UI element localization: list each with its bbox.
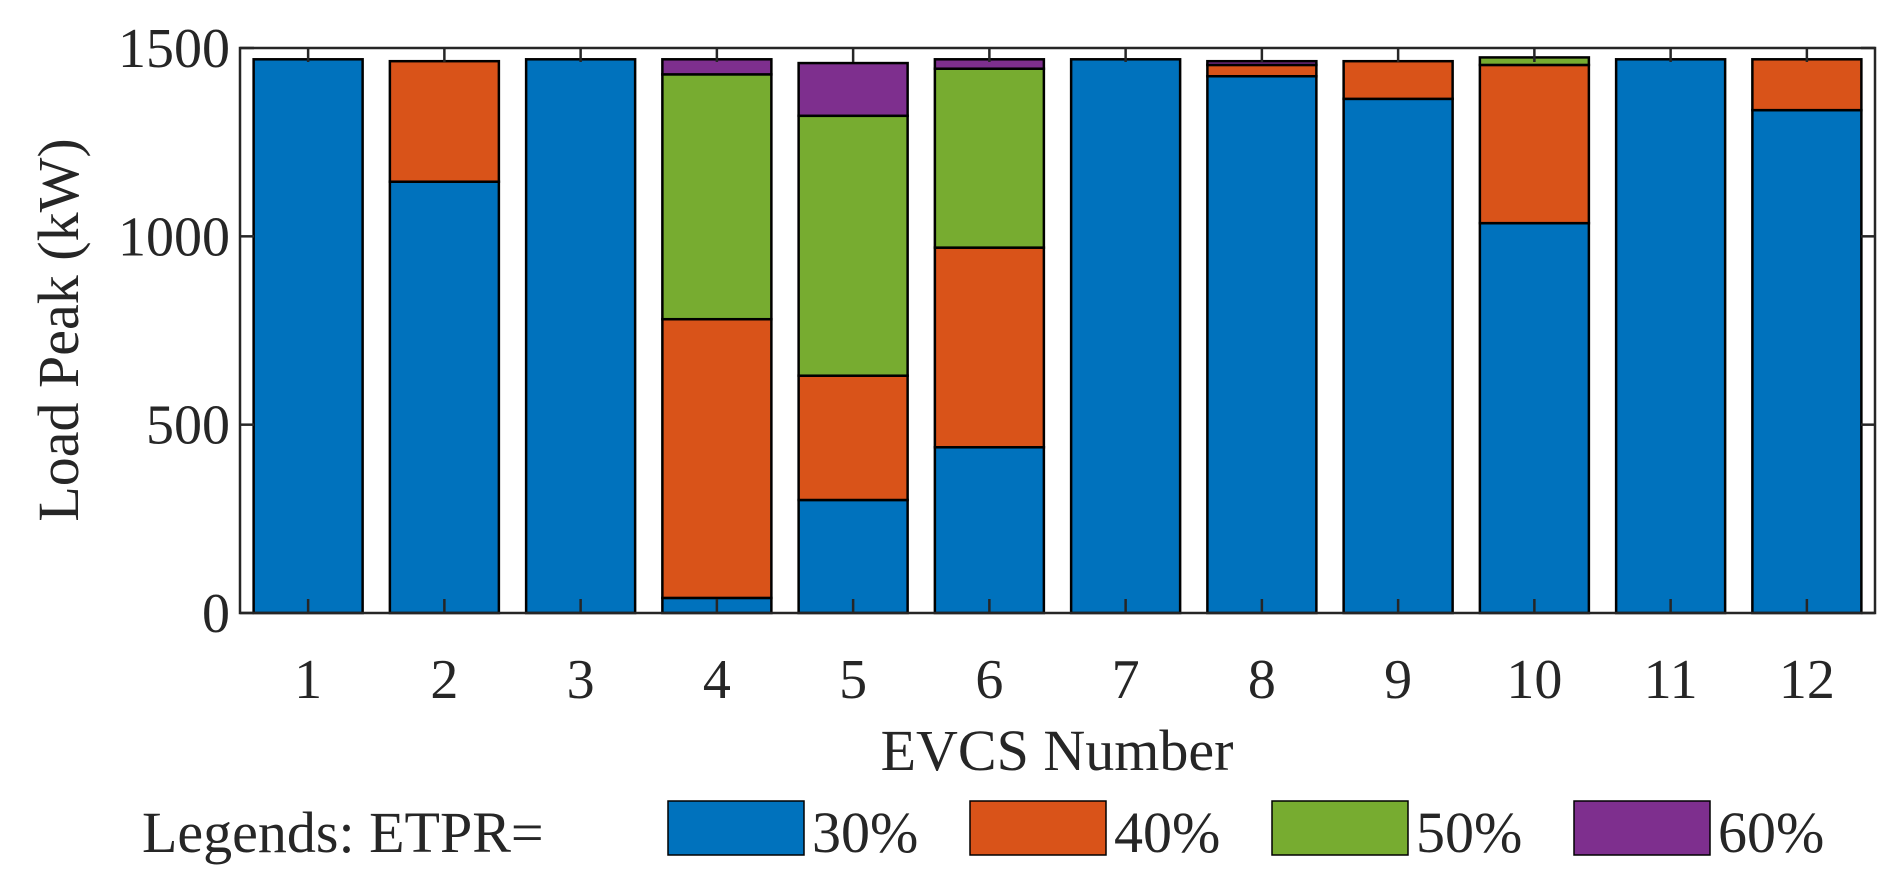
y-tick-label: 500	[146, 395, 230, 457]
bar-evcs-6-etpr-40pct	[933, 246, 1046, 449]
plot-background	[240, 48, 1875, 613]
y-tick-label: 1500	[118, 18, 230, 80]
bar-evcs-2-etpr-30pct	[388, 180, 501, 615]
bar-evcs-5-etpr-30pct	[797, 498, 909, 615]
legend-prefix: Legends: ETPR=	[142, 800, 544, 865]
legend-swatch-40pct	[969, 800, 1107, 856]
legend-swatch-30pct	[667, 800, 805, 856]
y-axis-title: Load Peak (kW)	[26, 138, 91, 521]
bar-evcs-12-etpr-40pct	[1751, 58, 1863, 112]
bar-evcs-4-etpr-40pct	[661, 317, 773, 600]
x-tick-label: 6	[975, 649, 1003, 711]
bar-evcs-3-etpr-30pct	[524, 58, 637, 615]
x-tick-label: 5	[839, 649, 867, 711]
x-tick-label: 10	[1506, 649, 1562, 711]
x-tick-label: 3	[567, 649, 595, 711]
legend-label-30pct: 30%	[812, 800, 918, 865]
bar-evcs-4-etpr-50pct	[661, 73, 773, 321]
legend-swatch-60pct	[1573, 800, 1711, 856]
legend: Legends: ETPR= 30% 40% 50% 60%	[142, 800, 1824, 865]
x-tick-label: 7	[1112, 649, 1140, 711]
x-tick-label: 2	[430, 649, 458, 711]
bar-evcs-5-etpr-40pct	[797, 374, 909, 502]
bar-evcs-8-etpr-30pct	[1206, 75, 1318, 615]
x-tick-label: 8	[1248, 649, 1276, 711]
bar-evcs-5-etpr-50pct	[797, 114, 909, 377]
bar-evcs-11-etpr-30pct	[1614, 58, 1727, 615]
legend-label-60pct: 60%	[1718, 800, 1824, 865]
legend-label-40pct: 40%	[1114, 800, 1220, 865]
bar-evcs-10-etpr-40pct	[1478, 63, 1591, 225]
bar-evcs-10-etpr-30pct	[1478, 221, 1591, 615]
bar-evcs-2-etpr-40pct	[388, 59, 501, 183]
x-tick-label: 1	[294, 649, 322, 711]
bar-evcs-7-etpr-30pct	[1069, 58, 1182, 615]
bar-evcs-6-etpr-30pct	[933, 446, 1046, 615]
y-tick-label: 0	[202, 583, 230, 645]
legend-swatch-50pct	[1271, 800, 1409, 856]
bar-evcs-12-etpr-30pct	[1751, 108, 1863, 615]
x-tick-label: 4	[703, 649, 731, 711]
bar-evcs-1-etpr-30pct	[252, 58, 364, 615]
x-tick-label: 12	[1779, 649, 1835, 711]
legend-label-50pct: 50%	[1416, 800, 1522, 865]
y-tick-label: 1000	[118, 206, 230, 268]
x-axis-title: EVCS Number	[881, 718, 1234, 783]
bar-evcs-8-etpr-40pct	[1206, 63, 1318, 78]
bars-layer	[252, 56, 1863, 615]
x-tick-labels: 1 2 3 4 5 6 7 8 9 10 11 12	[294, 649, 1835, 711]
ticks-layer	[240, 46, 1875, 615]
bar-evcs-6-etpr-50pct	[933, 67, 1046, 249]
bar-evcs-5-etpr-60pct	[797, 61, 909, 118]
plot-frame	[238, 46, 1877, 615]
x-tick-label: 11	[1644, 649, 1698, 711]
x-tick-label: 9	[1384, 649, 1412, 711]
y-tick-labels: 0 500 1000 1500	[118, 18, 230, 645]
bar-evcs-9-etpr-40pct	[1342, 59, 1454, 101]
bar-evcs-9-etpr-30pct	[1342, 97, 1454, 615]
